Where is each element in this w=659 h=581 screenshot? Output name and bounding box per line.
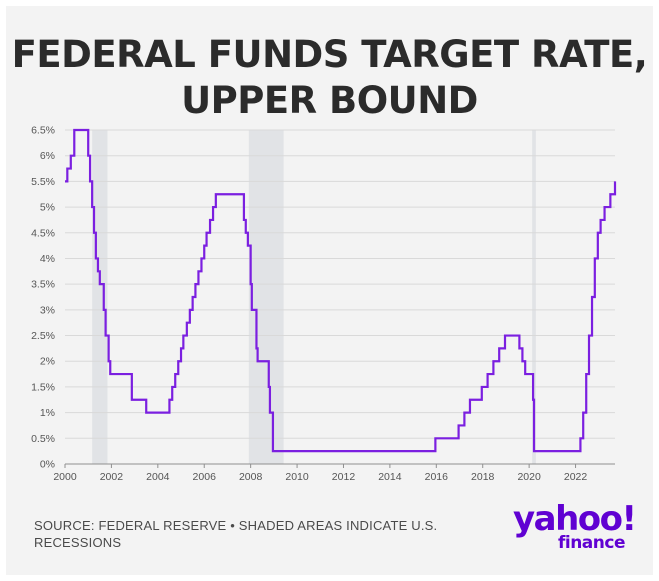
x-tick-label: 2006 <box>193 471 217 483</box>
y-tick-label: 5% <box>40 202 55 214</box>
y-tick-label: 0% <box>40 459 55 471</box>
y-tick-label: 3.5% <box>31 279 55 291</box>
y-tick-label: 3% <box>40 304 55 316</box>
x-tick-label: 2014 <box>378 471 402 483</box>
recession-band-2 <box>248 130 284 464</box>
x-tick-label: 2016 <box>425 471 449 483</box>
y-tick-label: 2% <box>40 356 55 368</box>
y-tick-label: 6% <box>40 150 55 162</box>
y-tick-label: 1.5% <box>31 381 55 393</box>
chart-title-line-1: FEDERAL FUNDS TARGET RATE, <box>11 33 648 76</box>
recession-band-1 <box>92 130 108 464</box>
chart-card: FEDERAL FUNDS TARGET RATE, UPPER BOUND 0… <box>6 6 653 575</box>
chart-title-line-2: UPPER BOUND <box>181 79 478 122</box>
series-line-1 <box>65 128 617 453</box>
logo-wordmark: yahoo! <box>513 499 637 539</box>
x-tick-label: 2012 <box>332 471 356 483</box>
logo-subtitle: finance <box>557 533 626 553</box>
y-axis-ticks: 0% 0.5% 1% 1.5% 2% 2.5% 3% 3.5% 4% 4.5% 5% 5.5% 6% 6.… <box>31 125 55 471</box>
y-tick-label: 2.5% <box>31 330 55 342</box>
source-note: SOURCE: FEDERAL RESERVE • SHADED AREAS I… <box>34 518 438 550</box>
x-tick-label: 2008 <box>239 471 263 483</box>
y-tick-label: 0.5% <box>31 433 55 445</box>
y-tick-label: 4.5% <box>31 227 55 239</box>
rate-chart: 0% 0.5% 1% 1.5% 2% 2.5% 3% 3.5% 4% 4.5% 5% 5.5% 6% 6.… <box>31 125 617 483</box>
x-tick-label: 2020 <box>517 471 541 483</box>
x-tick-label: 2002 <box>100 471 124 483</box>
series-layer <box>65 128 617 453</box>
y-tick-label: 6.5% <box>31 125 55 137</box>
x-tick-label: 2004 <box>146 471 170 483</box>
x-axis-ticks: 2000 2002 2004 2006 2008 2010 2012 2014 2016 2018… <box>53 464 587 483</box>
chart-title: FEDERAL FUNDS TARGET RATE, UPPER BOUND <box>6 32 653 124</box>
y-tick-label: 1% <box>40 407 55 419</box>
y-tick-label: 4% <box>40 253 55 265</box>
yahoo-finance-logo: yahoo! finance <box>513 501 643 557</box>
y-tick-label: 5.5% <box>31 176 55 188</box>
x-tick-label: 2022 <box>564 471 588 483</box>
x-tick-label: 2018 <box>471 471 495 483</box>
recession-bands <box>92 130 536 464</box>
x-tick-label: 2010 <box>285 471 309 483</box>
x-tick-label: 2000 <box>53 471 77 483</box>
recession-band-3 <box>532 130 536 464</box>
